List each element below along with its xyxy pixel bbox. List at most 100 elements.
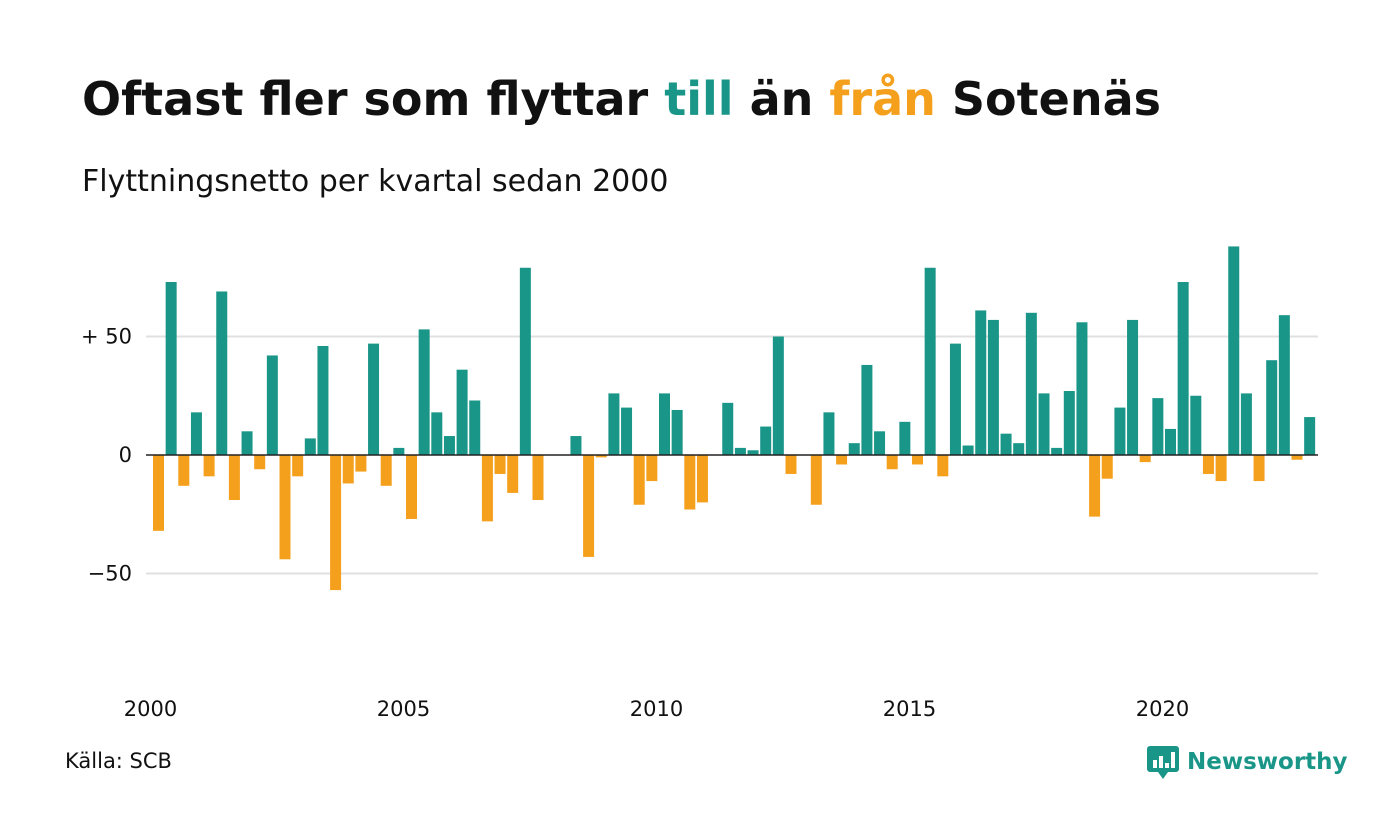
bar-2009-q4 <box>646 455 658 482</box>
bar-2017-q4 <box>1051 447 1063 455</box>
bar-2022-q2 <box>1278 315 1290 455</box>
x-tick-label: 2010 <box>630 697 683 721</box>
brand-logo: Newsworthy <box>1146 742 1348 782</box>
newsworthy-logo-icon <box>1147 746 1179 779</box>
bar-2008-q2 <box>570 436 582 455</box>
bar-2003-q3 <box>330 455 342 591</box>
bar-2006-q2 <box>469 400 481 455</box>
bar-2005-q4 <box>443 436 455 455</box>
bar-2017-q3 <box>1038 393 1050 455</box>
bar-2008-q3 <box>583 455 595 557</box>
bar-2003-q1 <box>304 438 316 455</box>
bar-2013-q2 <box>823 412 835 455</box>
bar-2000-q4 <box>190 412 202 455</box>
bar-2010-q1 <box>659 393 670 455</box>
bar-2009-q3 <box>633 455 645 505</box>
bar-2017-q1 <box>1013 443 1025 455</box>
y-tick-label: −50 <box>88 562 132 586</box>
bar-2022-q3 <box>1291 455 1303 460</box>
bar-2011-q4 <box>747 450 759 455</box>
bar-2010-q2 <box>671 409 683 455</box>
bar-2001-q3 <box>228 455 240 501</box>
bar-2014-q3 <box>886 455 898 470</box>
bar-2012-q1 <box>760 426 772 455</box>
bar-2002-q4 <box>292 455 304 477</box>
bar-2012-q3 <box>785 455 797 474</box>
bar-2022-q1 <box>1266 360 1278 455</box>
bar-2020-q2 <box>1177 281 1189 455</box>
bar-2007-q1 <box>507 455 519 493</box>
bar-2005-q3 <box>431 412 443 455</box>
bar-2000-q2 <box>165 281 177 455</box>
bar-2014-q2 <box>874 431 886 455</box>
bar-2021-q1 <box>1215 455 1227 482</box>
bar-2004-q4 <box>393 447 405 455</box>
bar-2012-q2 <box>772 336 784 455</box>
bar-2011-q2 <box>722 402 734 455</box>
bar-2005-q2 <box>418 329 430 455</box>
bar-2007-q3 <box>532 455 544 501</box>
bar-2016-q3 <box>987 319 999 455</box>
bar-2018-q3 <box>1089 455 1101 517</box>
bar-2018-q1 <box>1063 391 1075 455</box>
bar-2001-q2 <box>216 291 228 455</box>
x-tick-label: 2015 <box>883 697 936 721</box>
bar-2020-q4 <box>1202 455 1214 474</box>
bar-2021-q3 <box>1240 393 1252 455</box>
bar-2004-q3 <box>380 455 392 486</box>
chart-subtitle: Flyttningsnetto per kvartal sedan 2000 <box>82 164 669 199</box>
bar-2002-q1 <box>254 455 266 470</box>
bar-2002-q3 <box>279 455 291 560</box>
bar-2006-q1 <box>456 369 468 455</box>
bar-2022-q4 <box>1304 417 1316 455</box>
bar-2000-q1 <box>153 455 164 531</box>
bar-2001-q4 <box>241 431 253 455</box>
bar-2019-q4 <box>1152 398 1164 455</box>
title-part-1: Oftast fler som flyttar <box>82 72 665 126</box>
bar-2010-q3 <box>684 455 696 510</box>
bar-2003-q4 <box>342 455 354 484</box>
bar-2013-q3 <box>836 455 848 465</box>
bar-2015-q1 <box>912 455 923 465</box>
bar-2017-q2 <box>1025 312 1037 455</box>
bar-2016-q2 <box>975 310 987 455</box>
bar-2000-q3 <box>178 455 190 486</box>
bar-2021-q4 <box>1253 455 1265 482</box>
bar-2020-q3 <box>1190 395 1202 455</box>
bar-2016-q4 <box>1000 433 1012 455</box>
bar-2014-q4 <box>899 421 911 455</box>
bar-2002-q2 <box>266 355 278 455</box>
bar-2007-q2 <box>519 267 531 455</box>
x-tick-label: 2000 <box>124 697 177 721</box>
bar-2004-q2 <box>368 343 380 455</box>
bar-2019-q3 <box>1139 455 1151 463</box>
title-part-2: än <box>733 72 830 126</box>
bar-2011-q3 <box>734 447 746 455</box>
bar-2013-q1 <box>810 455 822 505</box>
bar-2001-q1 <box>203 455 215 477</box>
bar-2004-q1 <box>355 455 367 472</box>
bar-2021-q2 <box>1228 246 1240 455</box>
title-highlight-fran: från <box>829 72 936 126</box>
bar-2013-q4 <box>848 443 860 455</box>
y-tick-label: + 50 <box>81 325 132 349</box>
x-tick-label: 2005 <box>377 697 430 721</box>
title-part-3: Sotenäs <box>935 72 1161 126</box>
bar-2018-q2 <box>1076 322 1088 455</box>
brand-name: Newsworthy <box>1187 749 1348 775</box>
chart-title: Oftast fler som flyttar till än från Sot… <box>82 72 1161 126</box>
title-highlight-till: till <box>664 72 734 126</box>
bar-2015-q4 <box>949 343 961 455</box>
bar-2019-q1 <box>1114 407 1126 455</box>
bar-2009-q1 <box>608 393 620 455</box>
bar-2015-q2 <box>924 267 936 455</box>
bar-2015-q3 <box>937 455 949 477</box>
bar-2003-q2 <box>317 345 329 455</box>
bar-2019-q2 <box>1127 319 1139 455</box>
bar-2020-q1 <box>1165 428 1176 455</box>
bar-2014-q1 <box>861 364 873 455</box>
bar-2010-q4 <box>696 455 708 503</box>
source-note: Källa: SCB <box>65 749 172 773</box>
y-tick-label: 0 <box>119 443 132 467</box>
